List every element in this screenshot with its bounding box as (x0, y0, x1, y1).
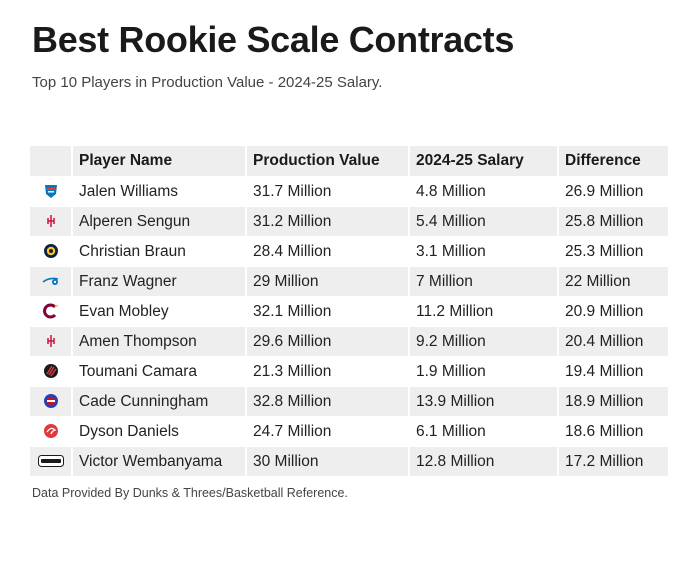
production-value-cell: 24.7 Million (246, 416, 410, 447)
difference-cell: 18.9 Million (558, 386, 668, 417)
table-row: Christian Braun 28.4 Million 3.1 Million 25… (30, 236, 668, 267)
page-title: Best Rookie Scale Contracts (32, 19, 515, 60)
salary-cell: 7 Million (409, 266, 559, 297)
table-row: Dyson Daniels 24.7 Million 6.1 Million 18.6… (30, 416, 668, 447)
table-row: Toumani Camara 21.3 Million 1.9 Million 19.… (30, 356, 668, 387)
production-value-cell: 29.6 Million (246, 326, 410, 357)
production-value-cell: 32.8 Million (246, 386, 410, 417)
table-row: Alperen Sengun 31.2 Million 5.4 Million 25.… (30, 206, 668, 237)
player-name-cell: Toumani Camara (72, 356, 247, 387)
table-row: Evan Mobley 32.1 Million 11.2 Million 20.9 … (30, 296, 668, 327)
salary-cell: 11.2 Million (409, 296, 559, 327)
salary-cell: 4.8 Million (409, 176, 559, 207)
salary-cell: 13.9 Million (409, 386, 559, 417)
difference-cell: 20.4 Million (558, 326, 668, 357)
team-logo-cell (30, 236, 73, 267)
portland-trail-blazers-logo (43, 363, 59, 379)
cleveland-cavaliers-logo (42, 303, 59, 319)
difference-cell: 26.9 Million (558, 176, 668, 207)
player-name-cell: Amen Thompson (72, 326, 247, 357)
production-value-cell: 29 Million (246, 266, 410, 297)
page-subtitle: Top 10 Players in Production Value - 202… (32, 74, 383, 91)
rookie-contracts-table: Player Name Production Value 2024-25 Sal… (30, 146, 668, 477)
houston-rockets-logo (43, 213, 59, 229)
team-logo-cell (30, 266, 73, 297)
column-header-salary: 2024-25 Salary (409, 146, 559, 177)
player-name-cell: Evan Mobley (72, 296, 247, 327)
table-row: Franz Wagner 29 Million 7 Million 22 Millio… (30, 266, 668, 297)
table-row: Victor Wembanyama 30 Million 12.8 Million 1… (30, 446, 668, 477)
salary-cell: 3.1 Million (409, 236, 559, 267)
production-value-cell: 32.1 Million (246, 296, 410, 327)
difference-cell: 25.8 Million (558, 206, 668, 237)
salary-cell: 1.9 Million (409, 356, 559, 387)
player-name-cell: Victor Wembanyama (72, 446, 247, 477)
team-logo-cell (30, 416, 73, 447)
player-name-cell: Jalen Williams (72, 176, 247, 207)
denver-nuggets-logo (43, 243, 59, 259)
team-logo-cell (30, 356, 73, 387)
table-row: Amen Thompson 29.6 Million 9.2 Million 20.4… (30, 326, 668, 357)
player-name-cell: Alperen Sengun (72, 206, 247, 237)
team-logo-cell (30, 446, 73, 477)
column-header-player-name: Player Name (72, 146, 247, 177)
team-logo-cell (30, 206, 73, 237)
data-source-note: Data Provided By Dunks & Threes/Basketba… (32, 486, 348, 500)
difference-cell: 19.4 Million (558, 356, 668, 387)
difference-cell: 20.9 Million (558, 296, 668, 327)
salary-cell: 6.1 Million (409, 416, 559, 447)
okc-thunder-logo (43, 183, 59, 199)
production-value-cell: 31.2 Million (246, 206, 410, 237)
san-antonio-spurs-logo (37, 455, 64, 468)
houston-rockets-logo (43, 333, 59, 349)
orlando-magic-logo (41, 275, 60, 287)
column-header-difference: Difference (558, 146, 668, 177)
difference-cell: 22 Million (558, 266, 668, 297)
production-value-cell: 21.3 Million (246, 356, 410, 387)
table-row: Jalen Williams 31.7 Million 4.8 Million 26.… (30, 176, 668, 207)
salary-cell: 12.8 Million (409, 446, 559, 477)
difference-cell: 18.6 Million (558, 416, 668, 447)
player-name-cell: Christian Braun (72, 236, 247, 267)
table-row: Cade Cunningham 32.8 Million 13.9 Million 1… (30, 386, 668, 417)
production-value-cell: 30 Million (246, 446, 410, 477)
team-logo-cell (30, 296, 73, 327)
player-name-cell: Franz Wagner (72, 266, 247, 297)
detroit-pistons-logo (43, 393, 59, 409)
table-header: Player Name Production Value 2024-25 Sal… (30, 146, 668, 177)
production-value-cell: 31.7 Million (246, 176, 410, 207)
column-header-production-value: Production Value (246, 146, 410, 177)
column-header-logo (30, 146, 73, 177)
player-name-cell: Dyson Daniels (72, 416, 247, 447)
production-value-cell: 28.4 Million (246, 236, 410, 267)
team-logo-cell (30, 386, 73, 417)
difference-cell: 25.3 Million (558, 236, 668, 267)
salary-cell: 5.4 Million (409, 206, 559, 237)
atlanta-hawks-logo (43, 423, 59, 439)
difference-cell: 17.2 Million (558, 446, 668, 477)
team-logo-cell (30, 176, 73, 207)
team-logo-cell (30, 326, 73, 357)
salary-cell: 9.2 Million (409, 326, 559, 357)
header-row: Player Name Production Value 2024-25 Sal… (30, 146, 668, 177)
table-body: Jalen Williams 31.7 Million 4.8 Million 26.… (30, 176, 668, 477)
player-name-cell: Cade Cunningham (72, 386, 247, 417)
